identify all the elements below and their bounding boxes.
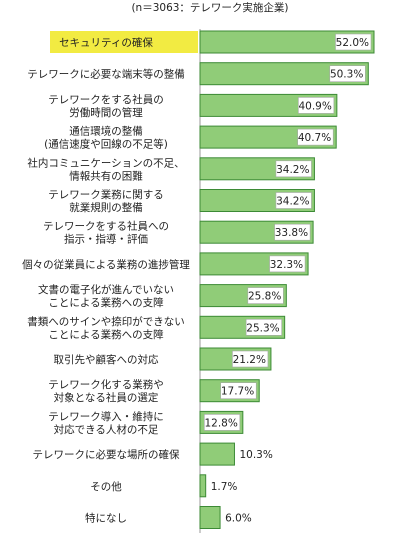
category-label: 特になし xyxy=(85,513,127,525)
category-label: 書類へのサインや捺印ができない xyxy=(27,315,185,328)
category-label: テレワークをする社員への xyxy=(43,220,169,233)
category-label: テレワーク導入・維持に xyxy=(48,410,164,423)
bar xyxy=(199,62,369,86)
value-label: 1.7% xyxy=(211,481,238,493)
value-label: 25.8% xyxy=(248,291,281,303)
category-label: 個々の従業員による業務の進捗管理 xyxy=(22,258,190,271)
value-label: 50.3% xyxy=(330,69,363,81)
category-label: 社内コミュニケーションの不足、 xyxy=(27,156,184,169)
value-label: 40.7% xyxy=(298,132,331,144)
category-label: テレワークをする社員の xyxy=(48,93,164,106)
value-label: 34.2% xyxy=(276,164,309,176)
value-label-box xyxy=(297,128,334,146)
value-label-box xyxy=(245,318,282,336)
category-label: セキュリティの確保 xyxy=(59,36,153,49)
value-label: 6.0% xyxy=(225,513,252,525)
value-label: 32.3% xyxy=(270,259,303,271)
value-label: 12.8% xyxy=(204,417,237,429)
bar xyxy=(199,442,235,466)
value-label: 40.9% xyxy=(298,100,331,112)
category-label: 情報共有の困難 xyxy=(69,169,143,182)
value-label: 10.3% xyxy=(239,449,272,461)
value-label: 33.8% xyxy=(275,227,308,239)
chart-subtitle: (n＝3063：テレワーク実施企業) xyxy=(131,1,288,14)
value-label-box xyxy=(298,97,335,114)
value-label-box xyxy=(220,382,257,400)
value-label: 52.0% xyxy=(336,37,369,49)
category-label: ことによる業務への支障 xyxy=(48,328,164,341)
bar xyxy=(199,474,207,498)
value-label-box xyxy=(335,33,372,51)
category-label: 対象となる社員の選定 xyxy=(54,391,159,404)
category-label: その他 xyxy=(90,480,122,493)
category-label: 取引先や顧客への対応 xyxy=(54,353,159,366)
category-label: テレワーク化する業務や xyxy=(48,378,164,391)
category-label: テレワークに必要な場所の確保 xyxy=(33,448,180,461)
category-label: 文書の電子化が進んでいない xyxy=(38,283,174,296)
category-label: 通信環境の整備 xyxy=(69,125,143,138)
bars-layer: セキュリティの確保 52.0% テレワークに必要な端末等の整備 50.3% テレワークを… xyxy=(22,30,375,529)
value-label: 21.2% xyxy=(233,354,266,366)
value-label-box xyxy=(275,192,312,209)
category-label-highlight xyxy=(50,31,198,53)
value-label: 25.3% xyxy=(246,322,279,334)
value-label-box xyxy=(329,65,366,82)
category-label: ことによる業務への支障 xyxy=(48,296,164,309)
value-label-box xyxy=(269,255,306,273)
category-label: (通信速度や回線の不足等) xyxy=(44,138,168,151)
value-label-box xyxy=(275,160,312,178)
value-label-box xyxy=(247,287,284,304)
bar xyxy=(199,506,221,529)
category-label: 就業規則の整備 xyxy=(69,201,143,214)
category-label: 労働時間の管理 xyxy=(69,106,143,119)
value-label: 34.2% xyxy=(276,196,309,208)
category-label: テレワークに必要な端末等の整備 xyxy=(27,68,185,81)
value-label-box xyxy=(232,350,269,368)
category-label: 対応できる人材の不足 xyxy=(54,423,159,436)
category-label: 指示・指導・評価 xyxy=(64,233,148,246)
bar xyxy=(199,30,375,54)
value-label-box xyxy=(274,223,311,241)
value-label-box xyxy=(204,414,241,431)
category-label: テレワーク業務に関する xyxy=(48,188,164,201)
value-label: 17.7% xyxy=(221,386,254,398)
